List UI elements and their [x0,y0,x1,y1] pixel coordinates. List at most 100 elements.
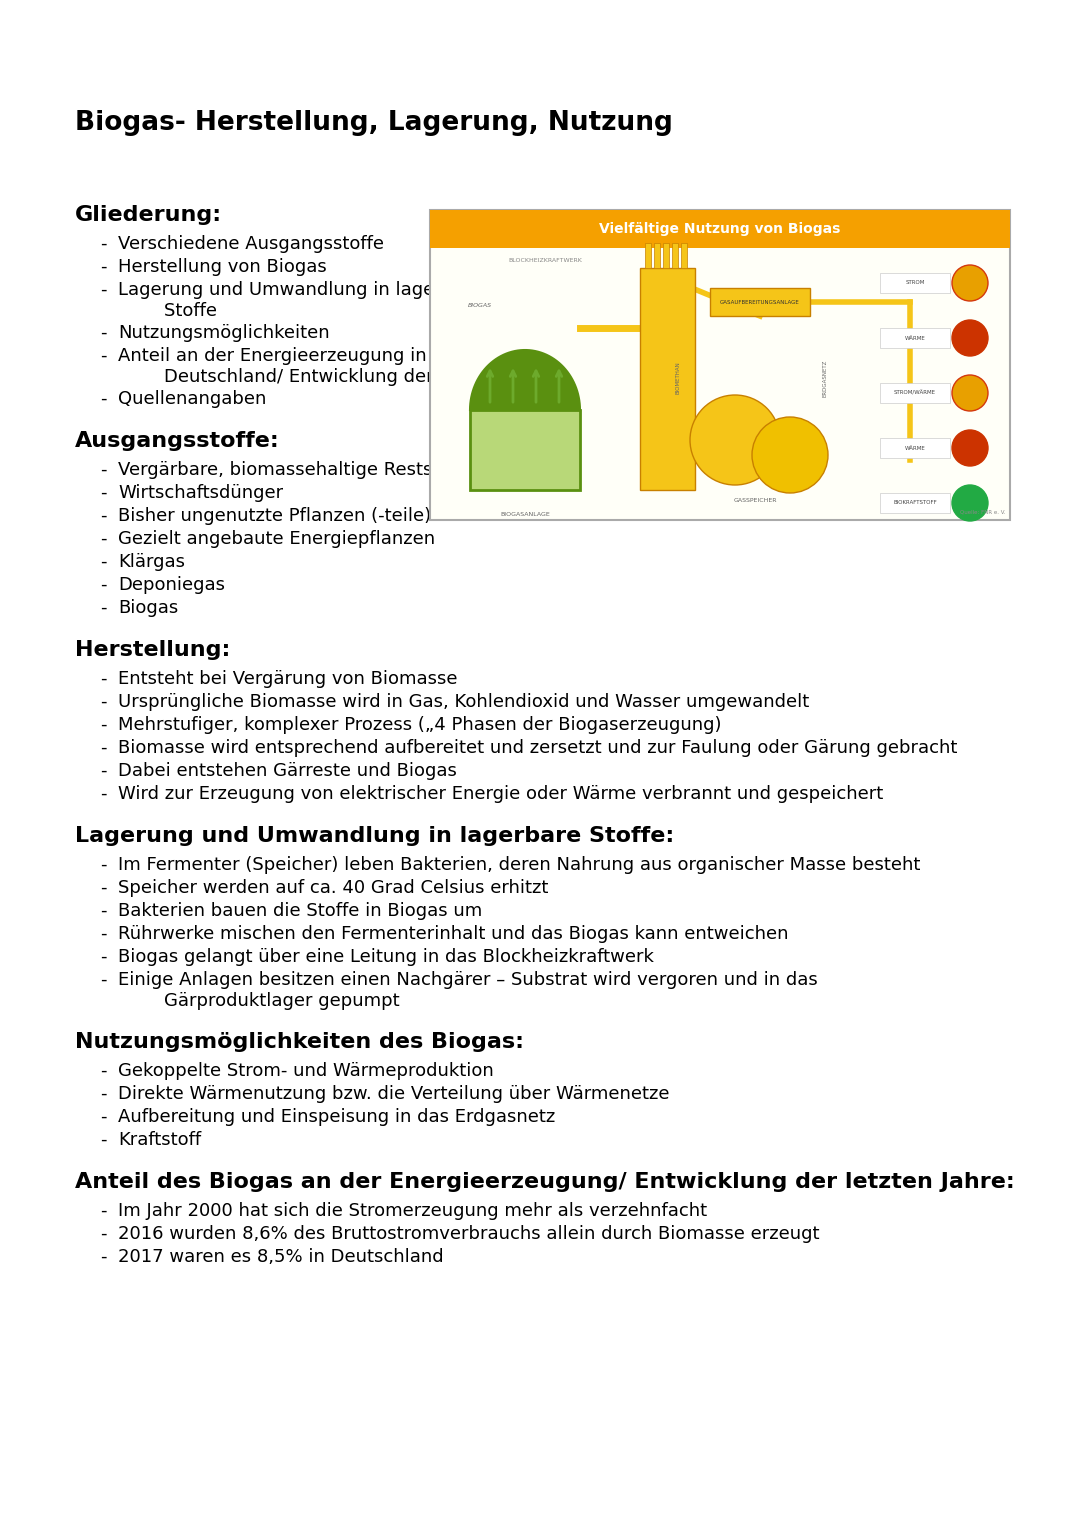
Bar [672,243,678,269]
Text: Lagerung und Umwandlung in lagerbare Stoffe:: Lagerung und Umwandlung in lagerbare Sto… [75,826,674,846]
Text: -: - [100,1202,107,1220]
Text: -: - [100,389,107,408]
Circle shape [951,486,988,521]
Text: -: - [100,1086,107,1102]
Circle shape [951,266,988,301]
Text: 2016 wurden 8,6% des Bruttostromverbrauchs allein durch Biomasse erzeugt: 2016 wurden 8,6% des Bruttostromverbrauc… [118,1225,820,1243]
Text: Ursprüngliche Biomasse wird in Gas, Kohlendioxid und Wasser umgewandelt: Ursprüngliche Biomasse wird in Gas, Kohl… [118,693,809,712]
Circle shape [951,431,988,466]
Text: -: - [100,235,107,253]
Text: Einige Anlagen besitzen einen Nachgärer – Substrat wird vergoren und in das
    : Einige Anlagen besitzen einen Nachgärer … [118,971,818,1009]
Text: Mehrstufiger, komplexer Prozess („4 Phasen der Biogaserzeugung): Mehrstufiger, komplexer Prozess („4 Phas… [118,716,721,734]
Text: Klärgas: Klärgas [118,553,185,571]
Text: BIOMETHAN: BIOMETHAN [675,362,680,394]
Text: Wirtschaftsdünger: Wirtschaftsdünger [118,484,283,502]
Text: -: - [100,739,107,757]
Text: Verschiedene Ausgangsstoffe: Verschiedene Ausgangsstoffe [118,235,384,253]
Bar [430,211,1010,521]
Text: Quellenangaben: Quellenangaben [118,389,267,408]
Text: 2017 waren es 8,5% in Deutschland: 2017 waren es 8,5% in Deutschland [118,1248,444,1266]
Bar [645,243,651,269]
Text: -: - [100,576,107,594]
Circle shape [752,417,828,493]
Bar [880,493,950,513]
Text: BLOCKHEIZKRAFTWERK: BLOCKHEIZKRAFTWERK [508,258,582,263]
Bar [640,269,696,490]
Text: Vergärbare, biomassehaltige Reststoffe: Vergärbare, biomassehaltige Reststoffe [118,461,474,479]
Circle shape [690,395,780,486]
Text: WÄRME: WÄRME [905,336,926,341]
Text: Speicher werden auf ca. 40 Grad Celsius erhitzt: Speicher werden auf ca. 40 Grad Celsius … [118,880,549,896]
Text: Rührwerke mischen den Fermenterinhalt und das Biogas kann entweichen: Rührwerke mischen den Fermenterinhalt un… [118,925,788,944]
Text: Gliederung:: Gliederung: [75,205,222,224]
Text: Lagerung und Umwandlung in lagerbare
        Stoffe: Lagerung und Umwandlung in lagerbare Sto… [118,281,483,319]
Text: Deponiegas: Deponiegas [118,576,225,594]
Text: -: - [100,553,107,571]
Text: WÄRME: WÄRME [905,446,926,450]
Bar [880,273,950,293]
Text: -: - [100,507,107,525]
Text: -: - [100,258,107,276]
Bar [880,328,950,348]
Bar [880,383,950,403]
Text: Wird zur Erzeugung von elektrischer Energie oder Wärme verbrannt und gespeichert: Wird zur Erzeugung von elektrischer Ener… [118,785,883,803]
Text: Quelle: FNR e. V.: Quelle: FNR e. V. [959,510,1005,515]
Text: -: - [100,461,107,479]
Text: -: - [100,1109,107,1125]
Circle shape [951,376,988,411]
Text: Direkte Wärmenutzung bzw. die Verteilung über Wärmenetze: Direkte Wärmenutzung bzw. die Verteilung… [118,1086,670,1102]
Text: -: - [100,880,107,896]
Text: Anteil an der Energieerzeugung in
        Deutschland/ Entwicklung der letzten J: Anteil an der Energieerzeugung in Deutsc… [118,347,553,386]
Text: -: - [100,599,107,617]
Text: Herstellung von Biogas: Herstellung von Biogas [118,258,327,276]
Text: -: - [100,693,107,712]
Text: STROM/WÄRME: STROM/WÄRME [894,391,936,395]
Text: Dabei entstehen Gärreste und Biogas: Dabei entstehen Gärreste und Biogas [118,762,457,780]
Text: -: - [100,484,107,502]
Text: Bisher ungenutzte Pflanzen (-teile): Bisher ungenutzte Pflanzen (-teile) [118,507,431,525]
Text: -: - [100,971,107,989]
Text: Biogas: Biogas [118,599,178,617]
Text: Vielfältige Nutzung von Biogas: Vielfältige Nutzung von Biogas [599,221,840,237]
Text: Biogas gelangt über eine Leitung in das Blockheizkraftwerk: Biogas gelangt über eine Leitung in das … [118,948,653,967]
Text: STROM: STROM [905,281,924,286]
Text: -: - [100,670,107,689]
Text: GASAUFBEREITUNGSANLAGE: GASAUFBEREITUNGSANLAGE [720,299,800,304]
Text: -: - [100,324,107,342]
Text: -: - [100,902,107,919]
Text: Gekoppelte Strom- und Wärmeproduktion: Gekoppelte Strom- und Wärmeproduktion [118,1061,494,1080]
Text: -: - [100,1248,107,1266]
Text: Gezielt angebaute Energiepflanzen: Gezielt angebaute Energiepflanzen [118,530,435,548]
Text: Im Jahr 2000 hat sich die Stromerzeugung mehr als verzehnfacht: Im Jahr 2000 hat sich die Stromerzeugung… [118,1202,707,1220]
Text: -: - [100,785,107,803]
Text: Biogas- Herstellung, Lagerung, Nutzung: Biogas- Herstellung, Lagerung, Nutzung [75,110,673,136]
Text: BIOGASANLAGE: BIOGASANLAGE [500,512,550,518]
Text: Nutzungsmöglichkeiten: Nutzungsmöglichkeiten [118,324,329,342]
Text: -: - [100,948,107,967]
Bar [880,438,950,458]
Text: Aufbereitung und Einspeisung in das Erdgasnetz: Aufbereitung und Einspeisung in das Erdg… [118,1109,555,1125]
Text: BIOKRAFTSTOFF: BIOKRAFTSTOFF [893,501,936,505]
Text: -: - [100,925,107,944]
Text: -: - [100,1061,107,1080]
Polygon shape [470,350,580,411]
Circle shape [951,321,988,356]
Bar [710,289,810,316]
Text: -: - [100,347,107,365]
Text: -: - [100,530,107,548]
Text: -: - [100,762,107,780]
Text: Ausgangsstoffe:: Ausgangsstoffe: [75,431,280,450]
Text: Nutzungsmöglichkeiten des Biogas:: Nutzungsmöglichkeiten des Biogas: [75,1032,524,1052]
Text: BIOGAS: BIOGAS [468,302,492,308]
Bar [430,211,1010,247]
Bar [654,243,660,269]
Bar [681,243,687,269]
Text: Im Fermenter (Speicher) leben Bakterien, deren Nahrung aus organischer Masse bes: Im Fermenter (Speicher) leben Bakterien,… [118,857,920,873]
Text: -: - [100,1225,107,1243]
Text: Kraftstoff: Kraftstoff [118,1132,201,1148]
Text: -: - [100,281,107,299]
Text: -: - [100,857,107,873]
Bar [663,243,669,269]
Text: Bakterien bauen die Stoffe in Biogas um: Bakterien bauen die Stoffe in Biogas um [118,902,483,919]
Text: Biomasse wird entsprechend aufbereitet und zersetzt und zur Faulung oder Gärung : Biomasse wird entsprechend aufbereitet u… [118,739,957,757]
